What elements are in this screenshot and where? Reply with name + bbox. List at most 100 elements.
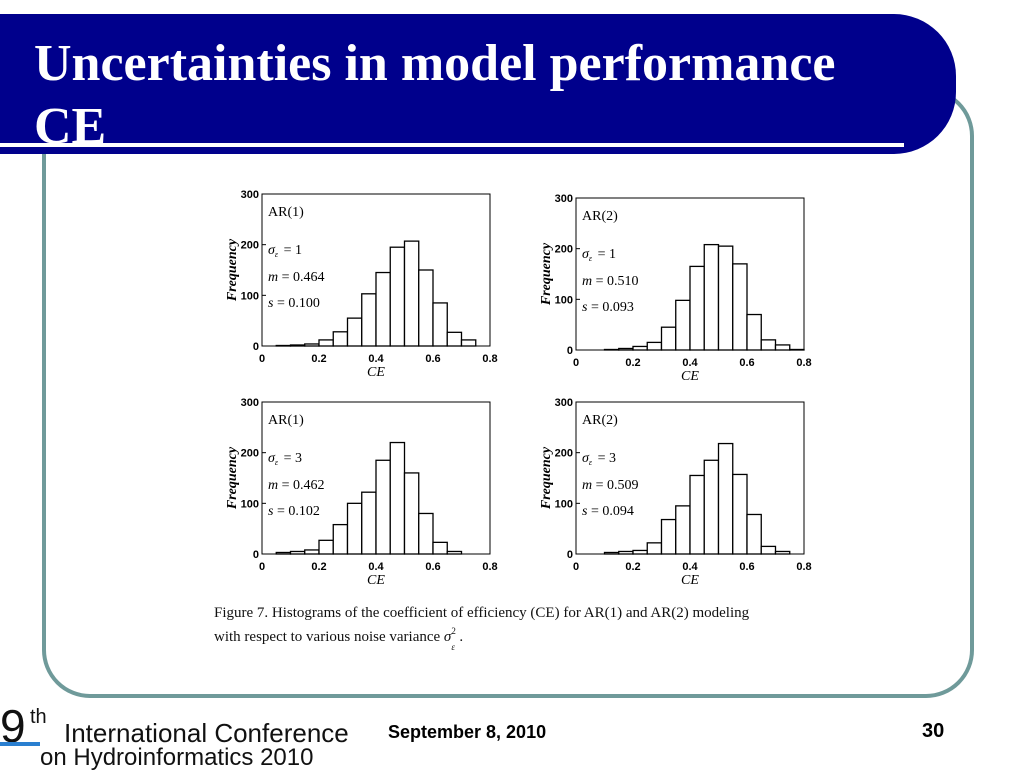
histogram-bar — [632, 549, 648, 555]
sigma-annotation: σε = 1 — [582, 247, 616, 263]
x-tick-label: 0.4 — [682, 357, 698, 369]
histogram-bar — [332, 331, 349, 347]
y-tick-label: 300 — [555, 397, 573, 409]
sigma-annotation: σε = 3 — [582, 451, 616, 467]
histogram-bar — [646, 542, 663, 555]
histogram-bar — [660, 518, 677, 555]
x-axis-label: CE — [681, 573, 699, 588]
y-tick-label: 300 — [555, 193, 573, 205]
histogram-bar — [760, 339, 777, 351]
x-tick-label: 0.8 — [796, 561, 811, 573]
x-tick-label: 0.2 — [625, 561, 640, 573]
histogram-bar — [346, 317, 363, 347]
logo-superscript: th — [30, 706, 47, 728]
std-annotation: s = 0.102 — [268, 504, 320, 519]
y-tick-label: 100 — [241, 290, 259, 302]
histogram-panel-1: 0 100 200 300 0 0.2 0.4 0.6 0.8 CE Frequency AR(1) σ… — [225, 189, 498, 380]
figure-caption-line1: Figure 7. Histograms of the coefficient … — [214, 605, 750, 621]
std-annotation: s = 0.093 — [582, 300, 634, 315]
histogram-bar — [732, 473, 748, 555]
x-tick-label: 0 — [259, 561, 265, 573]
y-tick-label: 300 — [241, 397, 259, 409]
histogram-bar — [389, 246, 406, 347]
slide-page-number: 30 — [922, 720, 945, 742]
x-tick-label: 0.4 — [368, 561, 384, 573]
std-annotation: s = 0.094 — [582, 504, 634, 519]
histogram-bar — [646, 341, 663, 351]
histogram-bar — [760, 545, 777, 555]
figure-caption-line2: with respect to various noise variance σ… — [214, 626, 463, 652]
title-underline — [0, 143, 904, 147]
histogram-bar — [675, 505, 691, 555]
x-tick-label: 0.6 — [739, 357, 754, 369]
mean-annotation: m = 0.464 — [268, 270, 325, 285]
x-tick-label: 0.8 — [796, 357, 811, 369]
sigma-annotation: σε = 3 — [268, 451, 302, 467]
histogram-bar — [460, 339, 477, 347]
slide-date: September 8, 2010 — [388, 722, 547, 742]
histogram-bar — [703, 243, 720, 351]
x-tick-label: 0.4 — [682, 561, 698, 573]
x-tick-label: 0.8 — [482, 353, 497, 365]
histogram-bar — [361, 293, 377, 347]
logo-accent-bar — [0, 742, 40, 746]
histogram-panel-4: 0 100 200 300 0 0.2 0.4 0.6 0.8 CE Frequency AR(2) σ… — [539, 397, 812, 588]
caption-prefix: with respect to various noise variance — [214, 629, 441, 645]
logo-line2: on Hydroinformatics 2010 — [40, 744, 314, 771]
x-tick-label: 0.6 — [425, 353, 440, 365]
title-bar: Uncertainties in model performance CE — [0, 14, 956, 155]
model-label: AR(1) — [268, 413, 304, 428]
mean-annotation: m = 0.510 — [582, 274, 639, 289]
x-tick-label: 0.2 — [311, 561, 326, 573]
y-tick-label: 0 — [253, 341, 259, 353]
caption-sigma: σ — [443, 629, 452, 645]
x-tick-label: 0.4 — [368, 353, 384, 365]
histogram-bar — [689, 265, 705, 351]
y-tick-label: 200 — [241, 240, 259, 252]
histogram-bar — [746, 513, 762, 555]
y-tick-label: 300 — [241, 189, 259, 201]
x-tick-label: 0 — [259, 353, 265, 365]
y-axis-label: Frequency — [539, 446, 554, 510]
histogram-bar — [389, 441, 406, 555]
y-axis-label: Frequency — [539, 242, 554, 306]
histogram-bar — [446, 331, 463, 347]
model-label: AR(2) — [582, 413, 618, 428]
histogram-bar — [403, 472, 420, 555]
histogram-bar — [418, 269, 434, 347]
histogram-bar — [403, 240, 420, 347]
y-tick-label: 200 — [555, 244, 573, 256]
caption-sigma-sup: 2 — [451, 626, 456, 636]
model-label: AR(1) — [268, 205, 304, 220]
histogram-bar — [318, 339, 334, 347]
x-tick-label: 0.8 — [482, 561, 497, 573]
slide-title-line1: Uncertainties in model performance — [34, 35, 836, 92]
y-axis-label: Frequency — [225, 446, 240, 510]
y-tick-label: 100 — [555, 498, 573, 510]
histogram-bar — [632, 345, 648, 351]
x-tick-label: 0.6 — [739, 561, 754, 573]
model-label: AR(2) — [582, 209, 618, 224]
mean-annotation: m = 0.462 — [268, 478, 325, 493]
histogram-bar — [774, 344, 791, 351]
histogram-bar — [418, 512, 434, 555]
x-tick-label: 0.2 — [311, 353, 326, 365]
histogram-bar — [432, 541, 448, 555]
histogram-bar — [746, 313, 762, 351]
x-tick-label: 0.2 — [625, 357, 640, 369]
x-tick-label: 0.6 — [425, 561, 440, 573]
x-tick-label: 0 — [573, 561, 579, 573]
std-annotation: s = 0.100 — [268, 296, 320, 311]
logo-line1: International Conference — [64, 718, 349, 748]
y-tick-label: 100 — [241, 498, 259, 510]
histogram-bar — [346, 502, 363, 555]
histogram-bar — [717, 245, 734, 351]
histogram-bar — [304, 549, 320, 555]
y-tick-label: 0 — [567, 345, 573, 357]
y-axis-label: Frequency — [225, 238, 240, 302]
histogram-bar — [675, 299, 691, 351]
histogram-bar — [717, 442, 734, 555]
histogram-bar — [689, 474, 705, 555]
y-tick-label: 200 — [241, 448, 259, 460]
y-tick-label: 100 — [555, 294, 573, 306]
